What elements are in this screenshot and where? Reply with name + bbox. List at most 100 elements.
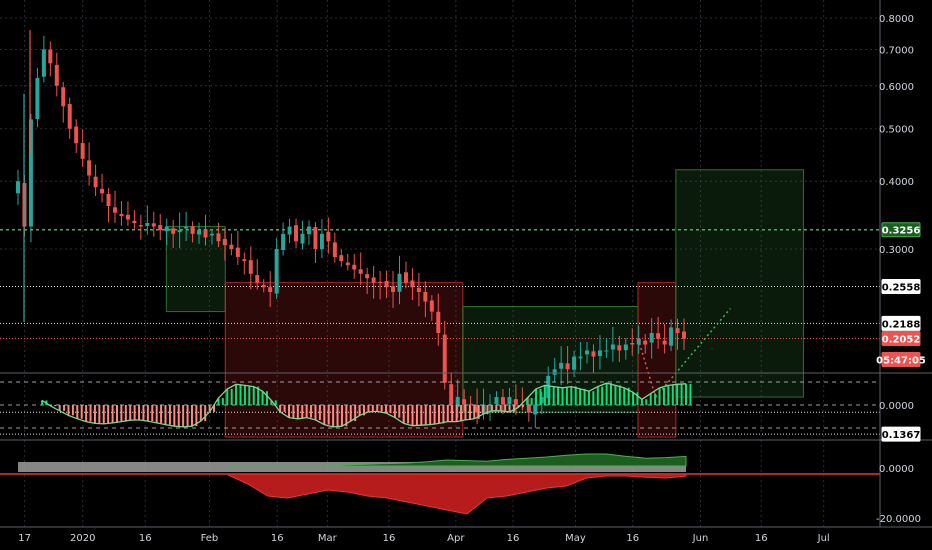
badge-current-price: 0.2052 bbox=[881, 330, 921, 346]
time-tick-12: 16 bbox=[755, 533, 768, 544]
candle-body-10 bbox=[80, 143, 85, 159]
candle-body-60 bbox=[403, 272, 408, 283]
candle-body-30 bbox=[209, 233, 214, 236]
trade-zones bbox=[165, 169, 804, 438]
candle-body-17 bbox=[125, 214, 130, 220]
candle-body-90 bbox=[597, 350, 602, 357]
candle-body-37 bbox=[255, 275, 260, 283]
price-badges: 0.3256 0.2558 0.2188 0.1367 0.2052 05:47:05 bbox=[876, 222, 926, 442]
badge-level-1: 0.2558 bbox=[881, 279, 921, 295]
volume-flow-panel bbox=[0, 453, 880, 515]
time-tick-11: Jun bbox=[692, 533, 709, 544]
candle-body-0 bbox=[16, 181, 20, 194]
price-tick-4: 0.4000 bbox=[879, 177, 914, 188]
candle-body-23 bbox=[164, 226, 169, 232]
candle-body-49 bbox=[332, 242, 337, 257]
zone-green-0 bbox=[165, 226, 226, 313]
candle-body-100 bbox=[662, 340, 667, 345]
projection-up bbox=[655, 308, 731, 398]
candle-body-50 bbox=[339, 255, 344, 262]
candle-body-51 bbox=[345, 262, 350, 266]
candle-body-48 bbox=[326, 231, 331, 242]
flow-positive-area bbox=[227, 453, 687, 467]
candle-body-80 bbox=[533, 404, 538, 415]
flow-neutral-band bbox=[18, 462, 686, 472]
price-tick-2: 0.6000 bbox=[879, 82, 914, 93]
candle-body-27 bbox=[190, 226, 195, 234]
badge-level-3-bg bbox=[881, 426, 921, 442]
candle-body-62 bbox=[416, 287, 421, 292]
flow-tick-0: 0.0000 bbox=[879, 464, 914, 475]
projection-down bbox=[637, 338, 657, 398]
price-axis[interactable]: 0.8000 0.7000 0.6000 0.5000 0.4000 0.3000 0.00… bbox=[876, 14, 921, 525]
candle-body-69 bbox=[462, 399, 467, 405]
candle-body-41 bbox=[281, 233, 286, 251]
price-tick-5: 0.3000 bbox=[879, 245, 914, 256]
time-axis[interactable]: 17 2020 16 Feb 16 Mar 16 Apr 16 May 16 Jun 16 Jul bbox=[18, 533, 829, 544]
candle-body-6 bbox=[54, 64, 59, 86]
candle-body-25 bbox=[177, 230, 182, 233]
candle-body-33 bbox=[229, 244, 234, 249]
badge-current-price-text: 0.2052 bbox=[882, 334, 921, 345]
candle-body-57 bbox=[384, 280, 389, 288]
time-tick-13: Jul bbox=[817, 533, 830, 544]
candle-body-84 bbox=[559, 362, 564, 369]
candle-body-64 bbox=[429, 300, 434, 312]
price-levels bbox=[0, 228, 880, 435]
candle-body-91 bbox=[604, 350, 609, 352]
badge-current-price-bg bbox=[881, 330, 921, 346]
badge-level-3: 0.1367 bbox=[881, 426, 921, 442]
candle-body-74 bbox=[494, 397, 499, 405]
badge-level-0: 0.3256 bbox=[881, 222, 921, 238]
candle-body-102 bbox=[675, 328, 680, 334]
candle-body-75 bbox=[500, 397, 505, 405]
candle-body-61 bbox=[410, 280, 415, 288]
candle-body-34 bbox=[235, 247, 240, 257]
badge-level-2: 0.2188 bbox=[881, 315, 921, 331]
candle-body-35 bbox=[242, 259, 247, 262]
time-tick-3: Feb bbox=[201, 533, 219, 544]
candle-body-54 bbox=[365, 274, 370, 279]
candle-body-21 bbox=[151, 223, 156, 227]
candle-body-16 bbox=[119, 213, 124, 217]
pane-separators bbox=[0, 0, 932, 528]
candle-body-8 bbox=[67, 104, 72, 129]
oscillator-panel bbox=[0, 381, 880, 429]
candle-body-47 bbox=[319, 233, 324, 250]
badge-countdown-text: 05:47:05 bbox=[876, 355, 926, 366]
candle-body-9 bbox=[74, 126, 79, 144]
candle-body-43 bbox=[294, 225, 299, 242]
candle-body-85 bbox=[565, 363, 570, 370]
osc-tick-0: 0.0000 bbox=[879, 401, 914, 412]
candle-body-68 bbox=[455, 397, 460, 407]
badge-level-2-bg bbox=[881, 315, 921, 331]
candle-body-94 bbox=[623, 344, 628, 351]
candle-body-65 bbox=[436, 311, 441, 334]
candle-body-67 bbox=[449, 384, 454, 405]
candle-body-92 bbox=[610, 344, 615, 350]
candle-body-76 bbox=[507, 397, 512, 405]
candle-body-3 bbox=[35, 78, 40, 120]
candle-body-42 bbox=[287, 226, 292, 235]
time-tick-4: 16 bbox=[271, 533, 284, 544]
candle-body-81 bbox=[539, 397, 544, 403]
candle-body-46 bbox=[313, 226, 318, 249]
zone-red-1 bbox=[224, 282, 464, 438]
candle-body-79 bbox=[526, 404, 531, 413]
candle-body-59 bbox=[397, 273, 402, 292]
time-tick-2: 16 bbox=[139, 533, 152, 544]
candle-body-53 bbox=[358, 269, 363, 274]
candle-body-29 bbox=[203, 229, 208, 238]
candle-body-55 bbox=[371, 277, 376, 283]
candlestick-series bbox=[16, 30, 686, 429]
candle-body-19 bbox=[138, 225, 143, 227]
candle-body-15 bbox=[112, 207, 117, 213]
badge-level-2-text: 0.2188 bbox=[882, 319, 921, 330]
candle-body-32 bbox=[222, 238, 227, 246]
candle-body-22 bbox=[158, 224, 163, 231]
time-tick-6: 16 bbox=[383, 533, 396, 544]
candle-body-88 bbox=[585, 350, 590, 355]
candle-body-95 bbox=[630, 342, 635, 345]
time-tick-0: 17 bbox=[18, 533, 31, 544]
